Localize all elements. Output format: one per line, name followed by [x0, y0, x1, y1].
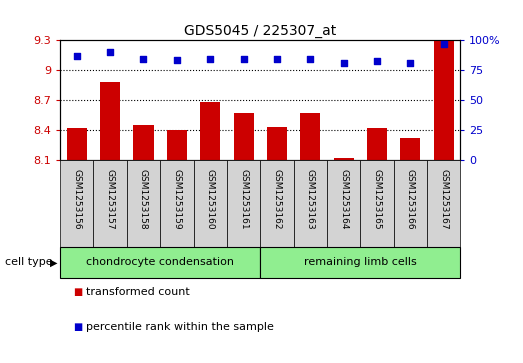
Bar [334, 158, 354, 160]
Point [339, 60, 348, 66]
Point [173, 57, 181, 63]
Bar [100, 82, 120, 160]
Point [139, 56, 147, 62]
Bar [400, 138, 420, 160]
Text: GSM1253162: GSM1253162 [272, 169, 281, 229]
Bar [194, 160, 227, 247]
Text: cell type: cell type [5, 257, 53, 267]
Point [406, 60, 414, 66]
Bar [427, 160, 460, 247]
Text: GSM1253164: GSM1253164 [339, 169, 348, 229]
Text: ▶: ▶ [50, 257, 58, 267]
Text: GSM1253159: GSM1253159 [173, 168, 181, 229]
Point [106, 49, 115, 55]
Bar [267, 127, 287, 160]
Text: GSM1253160: GSM1253160 [206, 168, 214, 229]
Bar [200, 102, 220, 160]
Text: transformed count: transformed count [86, 287, 190, 297]
Bar [360, 160, 393, 247]
Bar [260, 160, 293, 247]
Point [306, 56, 314, 62]
Text: GSM1253165: GSM1253165 [372, 168, 381, 229]
Bar [227, 160, 260, 247]
Text: GSM1253157: GSM1253157 [106, 168, 115, 229]
Point [240, 56, 248, 62]
Text: GSM1253156: GSM1253156 [72, 168, 81, 229]
Bar [394, 160, 427, 247]
Text: GSM1253166: GSM1253166 [406, 168, 415, 229]
Bar [67, 128, 87, 160]
Point [73, 53, 81, 58]
Bar [260, 247, 460, 278]
Text: ■: ■ [73, 322, 83, 332]
Bar [293, 160, 327, 247]
Bar [367, 128, 387, 160]
Bar [94, 160, 127, 247]
Text: GSM1253158: GSM1253158 [139, 168, 148, 229]
Bar [60, 160, 94, 247]
Bar [233, 113, 254, 160]
Bar [434, 12, 453, 160]
Text: GSM1253167: GSM1253167 [439, 168, 448, 229]
Text: remaining limb cells: remaining limb cells [304, 257, 417, 267]
Text: GSM1253161: GSM1253161 [239, 168, 248, 229]
Point [439, 41, 448, 46]
Bar [127, 160, 160, 247]
Bar [167, 130, 187, 160]
Text: ■: ■ [73, 287, 83, 297]
Point [272, 56, 281, 62]
Point [373, 58, 381, 64]
Bar [160, 160, 194, 247]
Bar [300, 113, 320, 160]
Text: percentile rank within the sample: percentile rank within the sample [86, 322, 274, 332]
Bar [60, 247, 260, 278]
Bar [327, 160, 360, 247]
Text: chondrocyte condensation: chondrocyte condensation [86, 257, 234, 267]
Bar [133, 125, 154, 160]
Point [206, 56, 214, 62]
Text: GSM1253163: GSM1253163 [306, 168, 315, 229]
Title: GDS5045 / 225307_at: GDS5045 / 225307_at [184, 24, 336, 37]
